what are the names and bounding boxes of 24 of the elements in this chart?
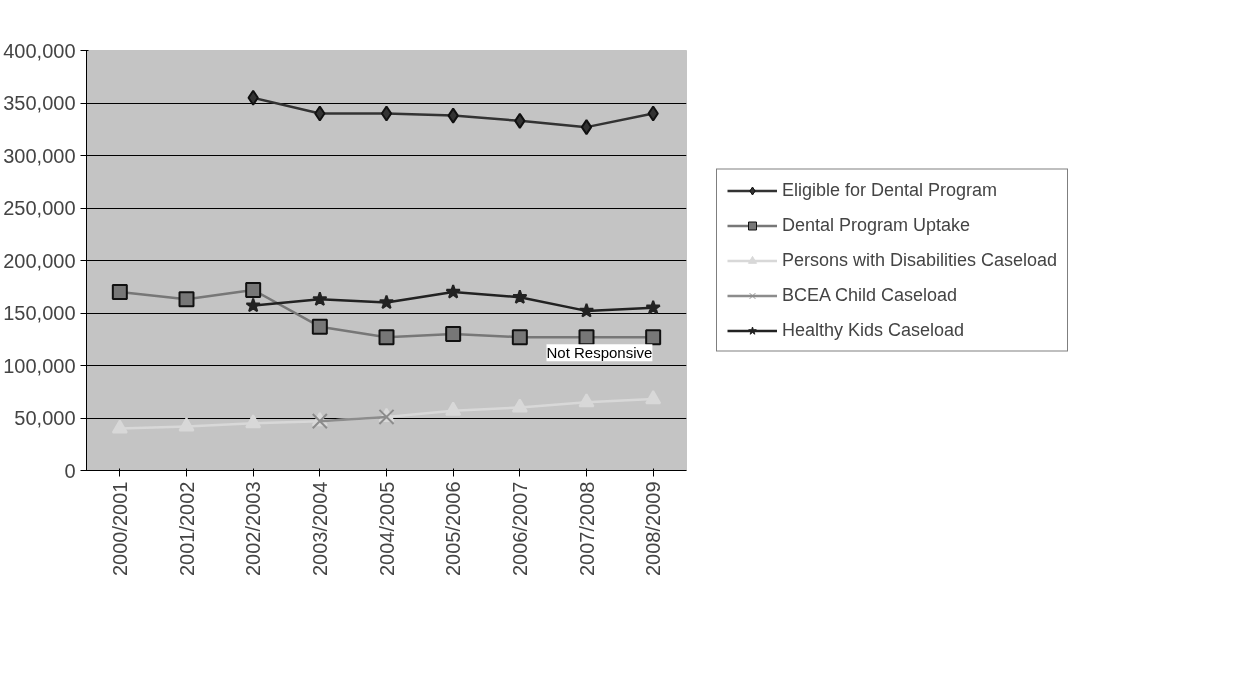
y-tick-label: 150,000 [3,302,76,324]
legend-label: Eligible for Dental Program [782,179,998,201]
x-tick-label: 2006/2007 [508,481,531,577]
x-tick-label: 2001/2002 [175,481,198,577]
y-tick-label: 0 [64,459,76,482]
y-tick-label: 350,000 [3,92,76,114]
y-tick-label: 200,000 [3,249,76,272]
x-tick-label: 2000/2001 [108,481,131,577]
x-tick-label: 2003/2004 [308,481,331,577]
legend-label: BCEA Child Caseload [782,284,958,306]
x-tick-label: 2005/2006 [442,481,465,577]
y-tick-label: 100,000 [3,354,76,377]
x-tick-label: 2002/2003 [242,481,265,577]
x-tick-label: 2007/2008 [575,481,598,577]
legend-label: Persons with Disabilities Caseload [782,249,1058,271]
x-tick-label: 2004/2005 [375,481,398,577]
legend-label: Dental Program Uptake [782,214,971,236]
legend-label: Healthy Kids Caseload [782,319,965,341]
y-tick-label: 400,000 [3,39,76,62]
x-tick-label: 2008/2009 [642,481,665,577]
y-tick-label: 300,000 [3,144,76,167]
y-tick-label: 50,000 [14,407,76,429]
y-tick-label: 250,000 [3,197,76,219]
annotation: Not Responsive [546,344,653,362]
